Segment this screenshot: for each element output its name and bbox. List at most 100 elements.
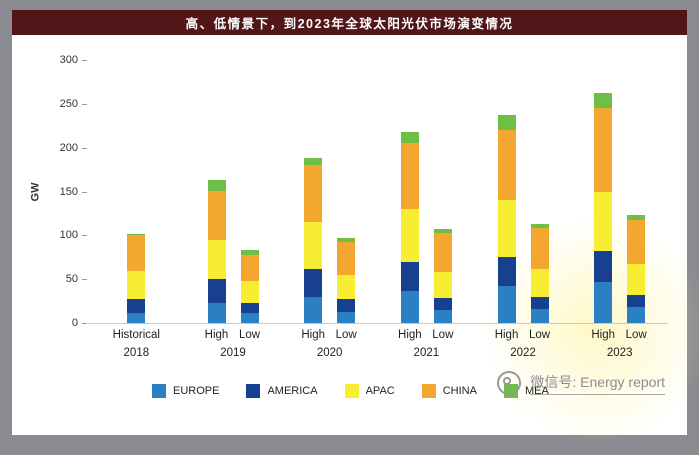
bar-segment-china	[530, 228, 549, 269]
bar-segment-apac	[433, 272, 452, 299]
bar-label: High	[398, 329, 422, 341]
bar-segment-america	[207, 279, 226, 303]
bar-segment-apac	[304, 222, 323, 269]
watermark: 微信号: Energy report	[497, 371, 665, 395]
chart-card: 高、低情景下，到2023年全球太阳光伏市场演变情况 GW 0 50 100 150 20…	[12, 10, 699, 455]
bar-label: High	[204, 329, 229, 341]
bar-segment-america	[400, 261, 419, 291]
stacked-bar: Low	[626, 215, 647, 341]
y-tick-label: 100	[59, 229, 78, 242]
year-label: 2021	[413, 347, 440, 359]
bar-segment-china	[304, 165, 323, 223]
bar-segment-china	[207, 191, 226, 240]
bar-segment-europe	[530, 309, 549, 323]
bar-label: Historical	[112, 329, 160, 341]
bar-pair: High Low	[571, 60, 668, 341]
bar-segment-apac	[337, 274, 356, 300]
bar-segment-europe	[497, 286, 516, 323]
legend: EUROPE AMERICA APAC CHINA MEA	[152, 384, 549, 398]
bar-segment-europe	[627, 307, 646, 323]
bar-segment-apac	[627, 264, 646, 295]
bar-segment-america	[127, 299, 146, 314]
plot-area: Historical 2018 High Low 2019 High Low 2020 High…	[88, 60, 668, 359]
bar-label: High	[301, 329, 325, 341]
bar-segment-mea	[594, 93, 613, 109]
legend-swatch	[421, 384, 436, 398]
bar-segment-europe	[304, 296, 323, 323]
bar-segment-apac	[497, 200, 516, 258]
y-tick-label: 300	[59, 54, 78, 66]
bar-group: High Low 2023	[571, 60, 668, 359]
bar-label: Low	[625, 329, 647, 341]
bar-group: High Low 2019	[185, 60, 282, 359]
bar-label: Low	[238, 329, 261, 341]
bar-pair: High Low	[185, 60, 282, 341]
bar-pair: High Low	[281, 60, 378, 341]
y-tick-mark	[82, 147, 87, 149]
bar-segment-america	[337, 299, 356, 312]
bar-segment-china	[497, 130, 516, 201]
bar-segment-mea	[400, 131, 419, 144]
y-tick-mark	[82, 279, 87, 281]
stacked-bar: High	[301, 158, 325, 341]
bar-group: High Low 2020	[281, 60, 378, 359]
stacked-bar: Low	[239, 250, 260, 341]
bar-segment-europe	[594, 281, 613, 323]
legend-item-apac: APAC	[344, 384, 395, 398]
stacked-bar: High	[591, 93, 615, 341]
stacked-bar: Low	[432, 229, 453, 341]
y-tick-mark	[82, 60, 87, 61]
bar-pair: High Low	[475, 60, 572, 341]
bar-segment-europe	[127, 313, 146, 323]
bar-segment-china	[240, 254, 259, 282]
stacked-bar: Historical	[113, 233, 160, 341]
bar-segment-mea	[240, 250, 259, 255]
bar-segment-mea	[627, 215, 646, 221]
year-label: 2022	[510, 347, 536, 359]
y-tick-label: 50	[65, 273, 78, 286]
bar-label: Low	[528, 329, 551, 341]
stacked-bar: High	[495, 115, 518, 341]
bar-group: High Low 2021	[378, 60, 475, 359]
legend-swatch	[246, 384, 261, 398]
bar-segment-europe	[337, 311, 356, 323]
bar-pair: High Low	[378, 60, 475, 341]
bar-group: High Low 2022	[475, 60, 572, 359]
bar-segment-mea	[433, 229, 452, 233]
bar-segment-china	[594, 108, 613, 192]
y-tick-label: 200	[59, 141, 78, 154]
bar-segment-america	[497, 257, 516, 287]
bar-segment-apac	[400, 209, 419, 262]
stacked-bar: High	[398, 131, 422, 341]
year-label: 2020	[316, 347, 343, 359]
bar-segment-mea	[304, 158, 323, 166]
bar-segment-china	[433, 232, 452, 273]
bar-segment-china	[337, 241, 356, 275]
year-label: 2019	[220, 347, 246, 359]
y-tick-label: 250	[59, 97, 78, 110]
chart-title-bar: 高、低情景下，到2023年全球太阳光伏市场演变情况	[12, 10, 687, 35]
screenshot-root: { "header": { "title": "高、低情景下，到2023年全球太…	[12, 10, 699, 455]
stacked-bar: Low	[529, 223, 550, 341]
bar-segment-europe	[240, 312, 259, 323]
bar-segment-mea	[207, 180, 226, 192]
bar-segment-china	[127, 235, 146, 271]
bar-segment-china	[627, 220, 646, 265]
bar-segment-mea	[127, 233, 146, 236]
legend-item-europe: EUROPE	[152, 384, 219, 398]
legend-item-china: CHINA	[421, 384, 477, 398]
y-tick-mark	[82, 323, 87, 324]
bar-segment-america	[304, 268, 323, 297]
bar-segment-america	[530, 296, 549, 309]
legend-swatch	[344, 384, 359, 398]
stacked-bar: Low	[336, 238, 357, 341]
bar-segment-mea	[497, 115, 516, 131]
legend-label: EUROPE	[173, 385, 220, 397]
bar-segment-america	[240, 302, 259, 313]
bar-segment-america	[627, 294, 646, 308]
watermark-text: 微信号: Energy report	[530, 372, 665, 395]
bar-segment-apac	[240, 281, 259, 303]
year-label: 2018	[123, 347, 150, 359]
y-tick-mark	[82, 191, 87, 193]
chart-title: 高、低情景下，到2023年全球太阳光伏市场演变情况	[185, 17, 514, 31]
